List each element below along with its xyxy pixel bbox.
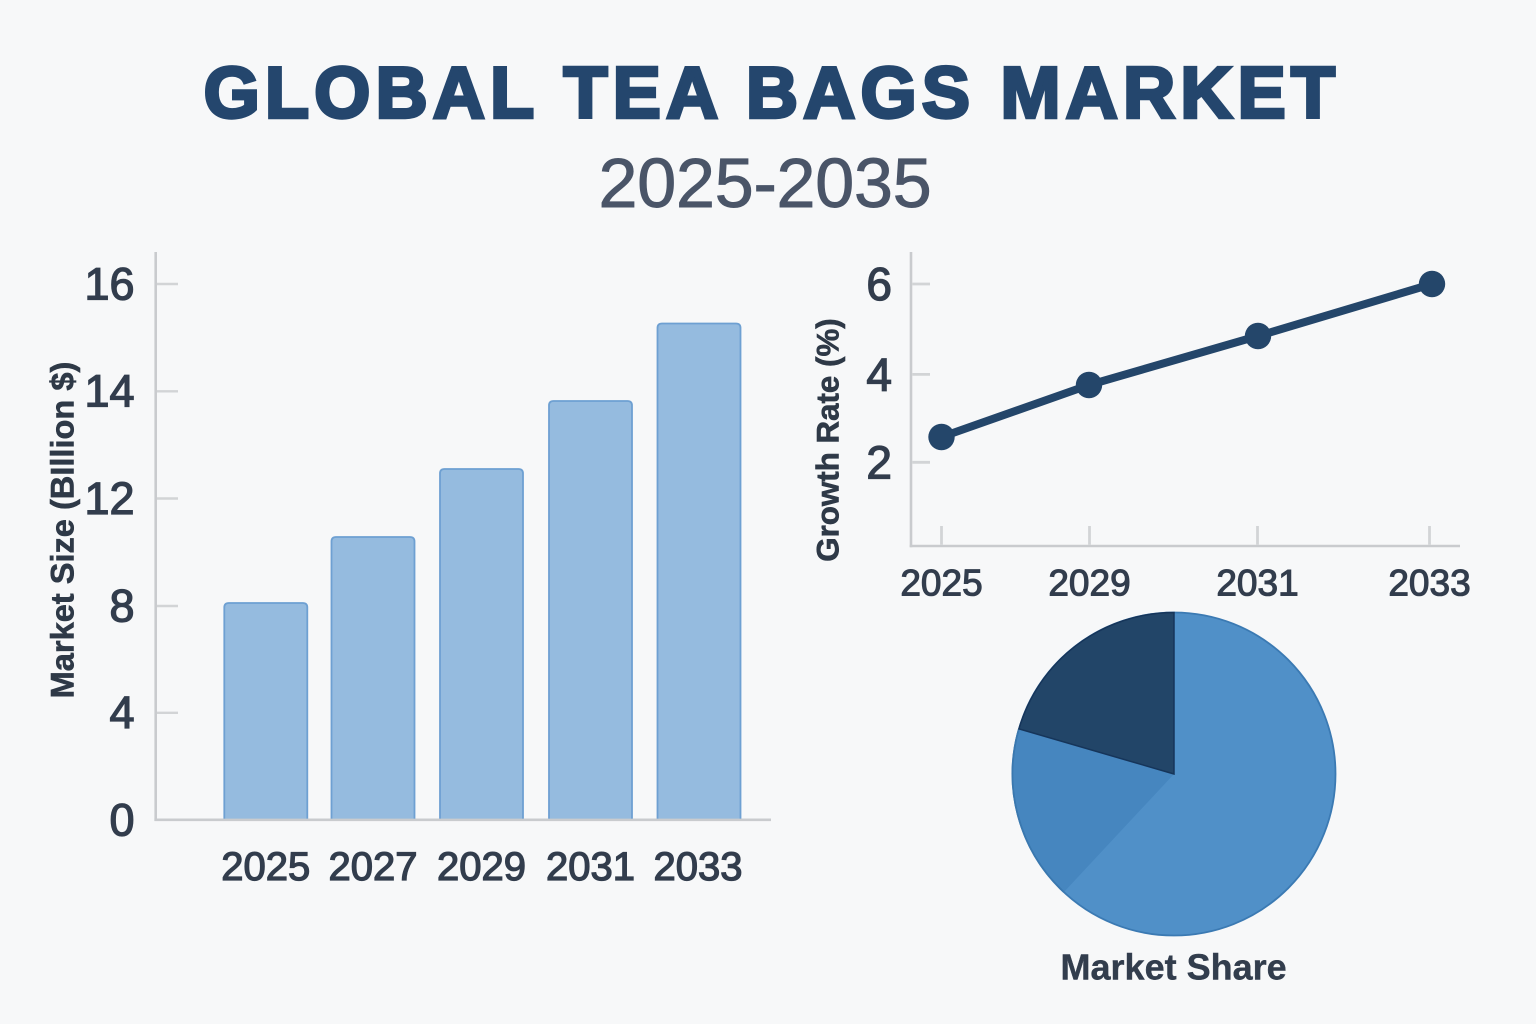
svg-text:14: 14	[84, 366, 134, 417]
svg-text:4: 4	[109, 687, 134, 738]
svg-text:2025: 2025	[221, 845, 310, 889]
svg-text:16: 16	[84, 259, 134, 310]
svg-text:2033: 2033	[1388, 563, 1470, 604]
svg-text:Market Size (BIllion $): Market Size (BIllion $)	[44, 362, 81, 699]
svg-text:GLOBAL TEA BAGS MARKET: GLOBAL TEA BAGS MARKET	[204, 54, 1341, 134]
svg-text:0: 0	[109, 795, 134, 846]
svg-text:2025-2035: 2025-2035	[599, 144, 932, 222]
svg-text:Growth Rate (%): Growth Rate (%)	[811, 318, 846, 561]
svg-text:4: 4	[866, 348, 892, 400]
svg-text:2033: 2033	[654, 845, 743, 889]
svg-text:2031: 2031	[1216, 563, 1298, 604]
svg-text:6: 6	[866, 258, 892, 310]
svg-text:12: 12	[84, 473, 134, 524]
svg-text:8: 8	[109, 581, 134, 632]
svg-text:2: 2	[866, 436, 892, 488]
svg-text:2029: 2029	[437, 845, 526, 889]
svg-text:2027: 2027	[329, 845, 418, 889]
svg-text:Market Share: Market Share	[1061, 947, 1287, 988]
svg-text:2025: 2025	[900, 563, 982, 604]
svg-text:2029: 2029	[1048, 563, 1130, 604]
svg-text:2031: 2031	[546, 845, 635, 889]
